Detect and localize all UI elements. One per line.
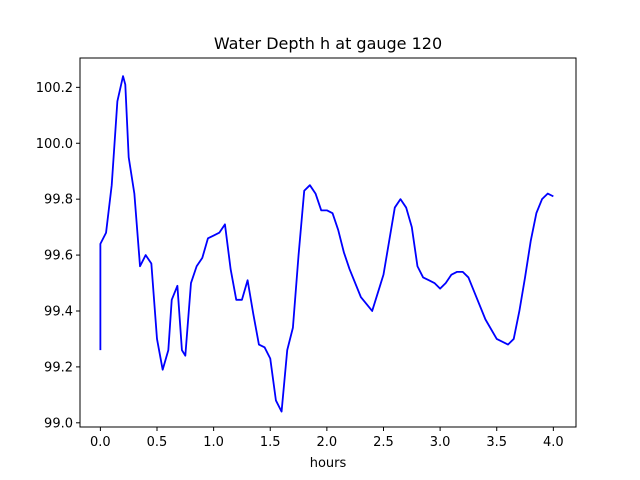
plot-area	[99, 75, 554, 413]
y-tick-label: 99.0	[44, 416, 73, 431]
y-axis: 99.0 99.2 99.4 99.6 99.8 100.0 100.2	[36, 81, 80, 431]
y-tick-label: 99.6	[44, 249, 73, 264]
x-tick-label: 0.0	[90, 435, 111, 450]
x-tick-label: 3.5	[486, 435, 507, 450]
x-axis: 0.0 0.5 1.0 1.5 2.0 2.5 3.0 3.5 4.0	[90, 427, 564, 450]
y-tick-label: 100.0	[36, 137, 73, 152]
x-tick-label: 3.0	[430, 435, 451, 450]
x-tick-label: 0.5	[147, 435, 168, 450]
y-tick-label: 99.8	[44, 193, 73, 208]
x-tick-label: 2.0	[317, 435, 338, 450]
x-axis-label: hours	[310, 456, 347, 471]
y-tick-label: 99.2	[44, 360, 73, 375]
x-tick-label: 1.0	[203, 435, 224, 450]
axes-frame	[79, 57, 577, 428]
y-tick-label: 99.4	[44, 304, 73, 319]
series-line	[99, 75, 554, 413]
y-tick-label: 100.2	[36, 81, 73, 96]
x-tick-label: 1.5	[260, 435, 281, 450]
x-tick-label: 4.0	[543, 435, 564, 450]
chart-title: Water Depth h at gauge 120	[214, 34, 442, 53]
x-tick-label: 2.5	[373, 435, 394, 450]
